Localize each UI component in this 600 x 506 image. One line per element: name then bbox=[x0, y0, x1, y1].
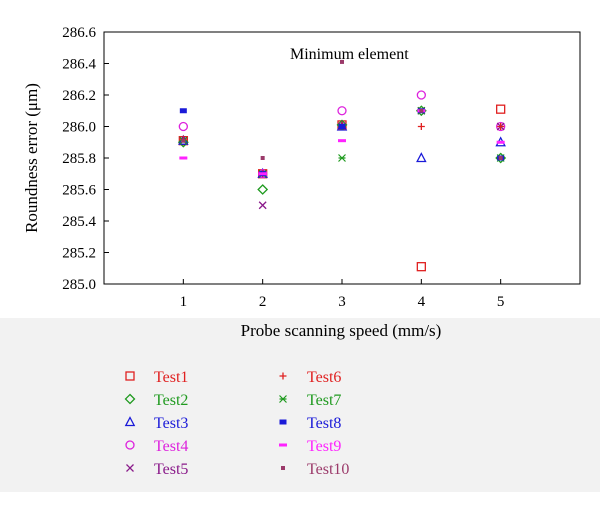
point-test10 bbox=[498, 156, 503, 160]
legend-marker-test7 bbox=[279, 395, 287, 403]
point-test7 bbox=[338, 154, 346, 162]
y-tick-label: 285.4 bbox=[62, 214, 96, 230]
legend-label: Test6 bbox=[307, 369, 341, 386]
point-test9 bbox=[338, 139, 346, 143]
x-tick-label: 5 bbox=[497, 294, 505, 310]
legend-label: Test1 bbox=[154, 369, 188, 386]
point-test2 bbox=[257, 184, 269, 195]
legend-label: Test5 bbox=[154, 461, 188, 478]
point-test6 bbox=[497, 123, 505, 130]
point-test8 bbox=[338, 124, 346, 129]
legend-item-test10: Test10 bbox=[281, 461, 349, 478]
point-test4 bbox=[496, 121, 506, 132]
point-test9 bbox=[496, 140, 505, 144]
legend-item-test5: Test5 bbox=[126, 461, 188, 478]
legend-marker-test3 bbox=[124, 416, 136, 427]
point-test1 bbox=[496, 104, 506, 114]
legend-label: Test9 bbox=[307, 438, 341, 455]
legend-marker-test9 bbox=[279, 443, 287, 447]
legend-item-test1: Test1 bbox=[125, 369, 188, 386]
legend-item-test9: Test9 bbox=[279, 438, 341, 455]
legend-label: Test10 bbox=[307, 461, 349, 478]
legend-item-test8: Test8 bbox=[279, 415, 341, 432]
chart-annotation: Minimum element bbox=[290, 46, 409, 63]
y-tick-label: 286.6 bbox=[62, 25, 96, 41]
point-test9 bbox=[258, 172, 267, 176]
legend-label: Test7 bbox=[307, 392, 341, 409]
legend-label: Test2 bbox=[154, 392, 188, 409]
y-tick-label: 285.0 bbox=[62, 277, 96, 293]
point-test4 bbox=[337, 106, 347, 116]
data-points bbox=[177, 59, 507, 272]
point-test6 bbox=[417, 123, 425, 130]
x-tick-label: 1 bbox=[180, 294, 188, 310]
y-tick-label: 285.8 bbox=[62, 151, 96, 167]
y-tick-label: 285.6 bbox=[62, 183, 96, 199]
legend-item-test4: Test4 bbox=[125, 438, 188, 455]
legend-label: Test3 bbox=[154, 415, 188, 432]
legend-marker-test10 bbox=[281, 466, 285, 470]
x-tick-label: 4 bbox=[418, 294, 426, 310]
series-test10 bbox=[181, 59, 503, 160]
x-tick-label: 2 bbox=[259, 294, 267, 310]
y-axis-title: Roundness error (μm) bbox=[22, 83, 41, 233]
legend-label: Test4 bbox=[154, 438, 188, 455]
y-axis: 285.0 285.2 285.4 285.6 285.8 286.0 286.2 286.4… bbox=[62, 25, 109, 293]
legend-marker-test5 bbox=[126, 464, 134, 472]
point-test9 bbox=[179, 156, 188, 160]
y-tick-label: 286.2 bbox=[62, 88, 96, 104]
legend-marker-test6 bbox=[279, 372, 287, 380]
point-test4 bbox=[416, 90, 426, 100]
y-tick-label: 285.2 bbox=[62, 246, 96, 262]
legend-marker-test4 bbox=[125, 440, 135, 450]
legend-marker-test1 bbox=[125, 371, 135, 381]
legend: Test1 Test2 Test3 Test4 Test5 Test6 Test7 Test8… bbox=[124, 369, 349, 478]
x-tick-label: 3 bbox=[338, 294, 346, 310]
legend-marker-test2 bbox=[124, 393, 136, 405]
x-axis-title: Probe scanning speed (mm/s) bbox=[241, 321, 442, 340]
legend-panel bbox=[0, 318, 600, 492]
point-test10 bbox=[260, 156, 265, 160]
point-test10 bbox=[340, 59, 344, 64]
point-test8 bbox=[179, 108, 187, 114]
point-test10 bbox=[419, 108, 424, 113]
legend-item-test7: Test7 bbox=[279, 392, 341, 409]
y-tick-label: 286.0 bbox=[62, 120, 96, 136]
legend-label: Test8 bbox=[307, 415, 341, 432]
x-axis: 1 2 3 4 5 bbox=[180, 279, 505, 310]
legend-marker-test8 bbox=[279, 419, 287, 425]
y-tick-label: 286.4 bbox=[62, 57, 96, 73]
point-test4 bbox=[178, 121, 188, 132]
point-test1 bbox=[416, 262, 426, 272]
legend-item-test3: Test3 bbox=[124, 415, 188, 432]
legend-item-test2: Test2 bbox=[124, 392, 188, 409]
point-test10 bbox=[181, 138, 186, 143]
point-test3 bbox=[416, 152, 427, 163]
legend-item-test6: Test6 bbox=[279, 369, 341, 386]
point-test5 bbox=[258, 201, 267, 210]
